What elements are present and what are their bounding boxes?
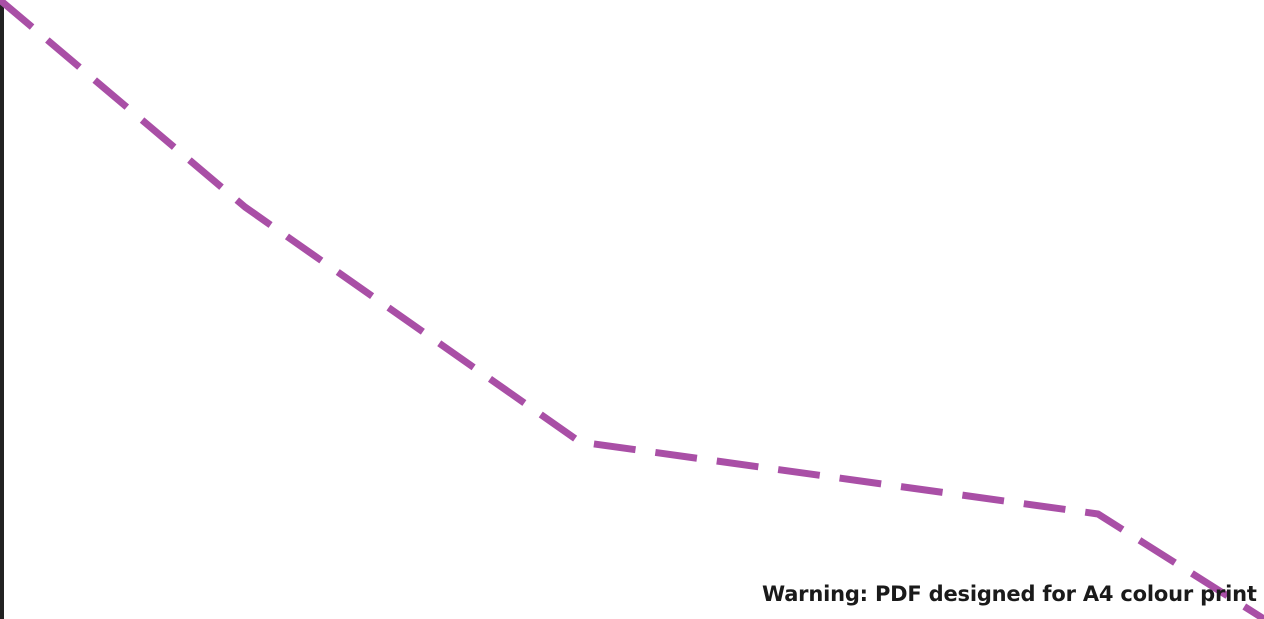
print-warning-text: Warning: PDF designed for A4 colour prin…	[762, 582, 1264, 606]
page-left-border	[0, 0, 4, 619]
